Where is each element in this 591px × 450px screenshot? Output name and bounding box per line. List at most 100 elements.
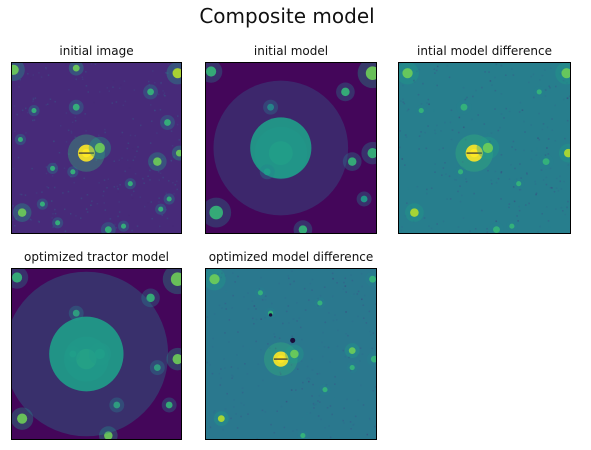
source-blob xyxy=(209,205,223,220)
noise-pixel xyxy=(165,71,167,74)
noise-pixel xyxy=(91,200,93,202)
noise-pixel xyxy=(465,180,468,183)
source-dark-lane xyxy=(466,152,482,154)
noise-pixel xyxy=(255,340,257,343)
noise-pixel xyxy=(513,200,516,203)
noise-pixel xyxy=(237,354,239,356)
noise-pixel xyxy=(151,217,153,220)
noise-pixel xyxy=(541,128,544,131)
noise-pixel xyxy=(13,105,16,107)
noise-pixel xyxy=(46,103,49,106)
noise-pixel xyxy=(546,126,549,129)
noise-pixel xyxy=(535,193,537,196)
noise-pixel xyxy=(228,319,231,321)
noise-pixel xyxy=(516,215,518,217)
noise-pixel xyxy=(178,139,180,141)
negative-residual xyxy=(268,313,273,317)
noise-pixel xyxy=(450,138,453,141)
noise-pixel xyxy=(332,277,334,280)
noise-pixel xyxy=(527,81,530,84)
noise-pixel xyxy=(545,206,548,208)
noise-pixel xyxy=(170,159,173,162)
noise-pixel xyxy=(487,133,489,136)
heatmap-canvas xyxy=(206,63,376,233)
noise-pixel xyxy=(315,403,317,406)
source-blob xyxy=(153,364,161,371)
noise-pixel xyxy=(309,378,311,380)
noise-pixel xyxy=(31,119,34,122)
noise-pixel xyxy=(561,210,564,212)
noise-pixel xyxy=(149,142,152,144)
noise-pixel xyxy=(348,356,351,358)
noise-pixel xyxy=(100,158,102,160)
noise-pixel xyxy=(544,69,546,71)
noise-pixel xyxy=(500,171,503,173)
source-blob xyxy=(17,136,23,143)
noise-pixel xyxy=(433,82,436,85)
noise-pixel xyxy=(70,132,73,134)
noise-pixel xyxy=(130,194,133,196)
noise-pixel xyxy=(512,74,515,76)
noise-pixel xyxy=(224,332,226,334)
noise-pixel xyxy=(518,111,521,113)
noise-pixel xyxy=(117,191,120,193)
noise-pixel xyxy=(500,172,502,174)
noise-pixel xyxy=(554,208,557,210)
noise-pixel xyxy=(19,78,22,81)
noise-pixel xyxy=(150,201,153,203)
noise-pixel xyxy=(54,162,56,165)
noise-pixel xyxy=(30,219,33,221)
noise-pixel xyxy=(249,347,251,350)
noise-pixel xyxy=(158,197,160,199)
noise-pixel xyxy=(75,78,78,81)
noise-pixel xyxy=(131,229,133,232)
noise-pixel xyxy=(47,186,50,189)
noise-pixel xyxy=(416,70,418,73)
noise-pixel xyxy=(511,146,513,148)
noise-pixel xyxy=(524,204,527,206)
noise-pixel xyxy=(32,100,34,103)
source-blob xyxy=(509,223,515,229)
noise-pixel xyxy=(231,374,233,377)
source-blob xyxy=(72,64,80,72)
noise-pixel xyxy=(562,98,565,101)
noise-pixel xyxy=(407,108,410,111)
noise-pixel xyxy=(126,159,129,161)
noise-pixel xyxy=(278,337,281,340)
noise-pixel xyxy=(233,399,235,401)
noise-pixel xyxy=(106,87,109,89)
noise-pixel xyxy=(517,220,519,222)
noise-pixel xyxy=(244,363,246,365)
noise-pixel xyxy=(132,118,134,120)
source-blob xyxy=(39,201,45,207)
noise-pixel xyxy=(486,231,489,233)
noise-pixel xyxy=(423,217,426,219)
noise-pixel xyxy=(118,201,120,203)
noise-pixel xyxy=(165,192,167,194)
noise-pixel xyxy=(29,218,32,221)
noise-pixel xyxy=(413,79,415,82)
noise-pixel xyxy=(172,115,175,117)
source-blob xyxy=(164,119,171,126)
noise-pixel xyxy=(206,316,209,318)
noise-pixel xyxy=(228,341,230,343)
noise-pixel xyxy=(163,92,166,94)
noise-pixel xyxy=(85,71,87,73)
noise-pixel xyxy=(231,377,233,380)
source-blob xyxy=(17,413,28,424)
noise-pixel xyxy=(459,200,462,203)
source-blob xyxy=(94,142,105,154)
panel-title: intial model difference xyxy=(417,44,552,58)
noise-pixel xyxy=(75,215,77,217)
noise-pixel xyxy=(64,208,66,211)
noise-pixel xyxy=(327,346,330,349)
source-blob xyxy=(170,272,181,286)
noise-pixel xyxy=(240,402,243,404)
noise-pixel xyxy=(505,107,507,110)
noise-pixel xyxy=(401,158,404,160)
noise-pixel xyxy=(273,333,275,335)
noise-pixel xyxy=(97,155,99,157)
noise-pixel xyxy=(368,417,371,420)
noise-pixel xyxy=(404,215,407,217)
noise-pixel xyxy=(258,288,261,290)
